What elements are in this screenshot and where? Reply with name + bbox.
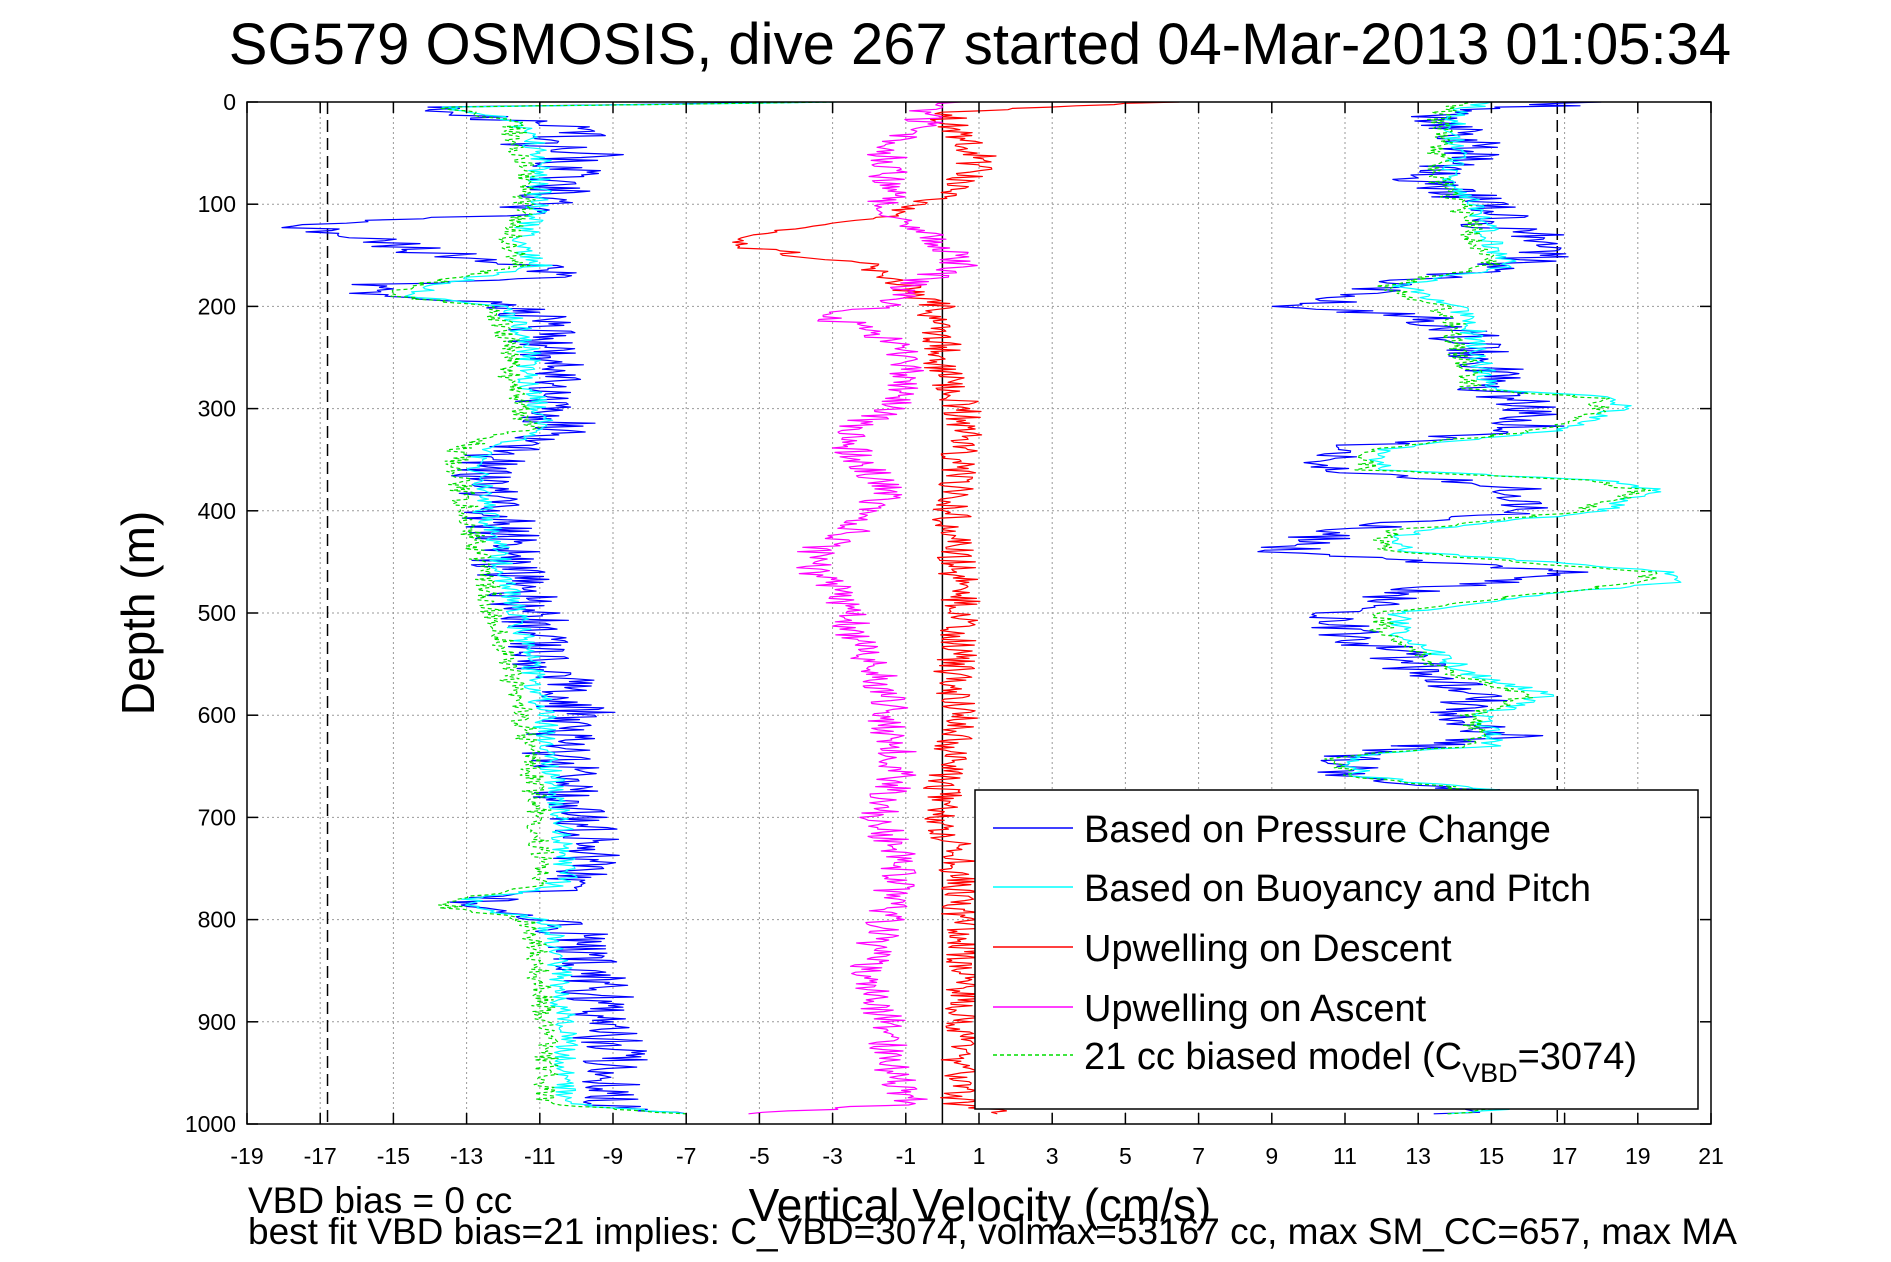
legend-label: Upwelling on Descent xyxy=(1084,928,1452,970)
y-tick-label: 800 xyxy=(198,907,236,933)
legend-label: Based on Pressure Change xyxy=(1084,809,1551,851)
x-tick-label: -13 xyxy=(450,1143,483,1169)
legend-label: Based on Buoyancy and Pitch xyxy=(1084,868,1591,910)
x-tick-label: -5 xyxy=(749,1143,769,1169)
x-tick-label: -17 xyxy=(304,1143,337,1169)
legend-entries: Based on Pressure Change Based on Buoyanc… xyxy=(993,809,1637,1088)
legend-label: 21 cc biased model (CVBD=3074) xyxy=(1084,1036,1637,1088)
x-tick-label: -15 xyxy=(377,1143,410,1169)
axis-ticks xyxy=(246,101,1712,1125)
y-tick-label: 900 xyxy=(198,1009,236,1035)
x-tick-label: 5 xyxy=(1119,1143,1132,1169)
y-tick-label: 600 xyxy=(198,702,236,728)
x-tick-label: -7 xyxy=(676,1143,696,1169)
vbd-bias-note: VBD bias = 0 cc xyxy=(248,1180,512,1221)
y-tick-label: 700 xyxy=(198,804,236,830)
x-tick-label: 21 xyxy=(1698,1143,1724,1169)
legend-box xyxy=(974,789,1699,1110)
x-tick-label: -9 xyxy=(603,1143,623,1169)
legend-label: Upwelling on Ascent xyxy=(1084,988,1427,1030)
y-tick-label: 0 xyxy=(223,89,236,115)
y-tick-label: 1000 xyxy=(185,1111,236,1137)
y-tick-label: 400 xyxy=(198,498,236,524)
x-tick-label: 3 xyxy=(1046,1143,1059,1169)
y-axis-label: Depth (m) xyxy=(112,511,164,715)
x-tick-label: 11 xyxy=(1333,1143,1357,1169)
series-line-21-cc-biased-model-descent xyxy=(390,102,834,1115)
y-axis-tick-labels: 0 100 200 300 400 500 600 700 800 900 1000 xyxy=(185,89,236,1137)
x-tick-label: -11 xyxy=(524,1143,556,1169)
x-tick-label: 1 xyxy=(973,1143,986,1169)
x-tick-label: 15 xyxy=(1479,1143,1505,1169)
x-axis-label: Vertical Velocity (cm/s) xyxy=(749,1179,1212,1231)
x-tick-label: 7 xyxy=(1192,1143,1205,1169)
x-tick-label: -19 xyxy=(230,1143,263,1169)
y-tick-label: 200 xyxy=(198,293,236,319)
legend: Based on Pressure Change Based on Buoyanc… xyxy=(974,789,1699,1110)
y-tick-label: 300 xyxy=(198,396,236,422)
x-tick-label: 13 xyxy=(1405,1143,1431,1169)
series-line-upwelling-on-ascent-ascent xyxy=(748,102,978,1115)
y-tick-label: 100 xyxy=(198,191,236,217)
x-tick-label: -3 xyxy=(822,1143,842,1169)
x-tick-label: 17 xyxy=(1552,1143,1578,1169)
series-line-upwelling-on-descent-descent xyxy=(732,102,1180,1115)
chart-title: SG579 OSMOSIS, dive 267 started 04-Mar-2… xyxy=(229,12,1731,77)
x-axis-tick-labels: -19 -17 -15 -13 -11 -9 -7 -5 -3 -1 1 3 5 7 9 11 13 15 17 19… xyxy=(230,1143,1723,1169)
x-tick-label: -1 xyxy=(896,1143,916,1169)
y-tick-label: 500 xyxy=(198,600,236,626)
x-tick-label: 19 xyxy=(1625,1143,1651,1169)
x-tick-label: 9 xyxy=(1265,1143,1278,1169)
best-fit-note: best fit VBD bias=21 implies: C_VBD=3074… xyxy=(248,1211,1737,1252)
